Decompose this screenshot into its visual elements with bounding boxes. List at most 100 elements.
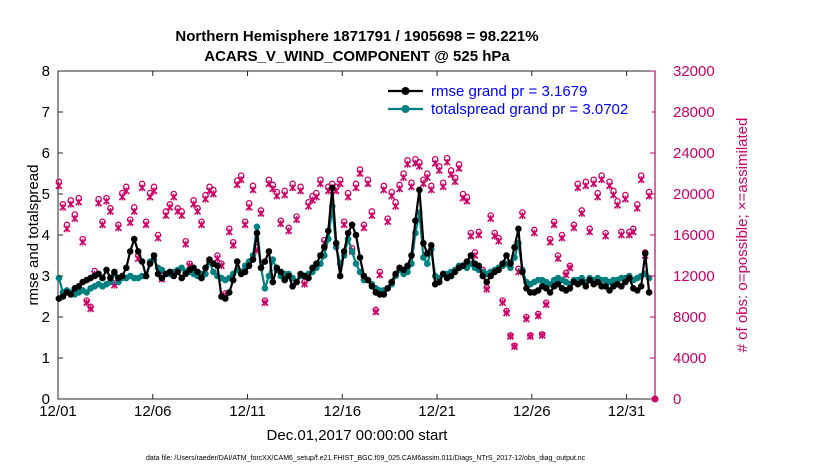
rmse-point [534,287,542,294]
rmse-point [416,186,423,194]
rmse-point [511,244,518,251]
assimilated-obs-point [241,221,249,229]
rmse-point [412,217,419,224]
legend-spread-marker [401,105,410,113]
assimilated-obs-point [594,193,602,201]
assimilated-obs-point [637,176,645,184]
rmse-point [134,248,142,255]
rmse-point [447,272,455,280]
assimilated-obs-point [392,202,400,210]
rmse-point [257,264,265,272]
assimilated-obs-point [574,184,582,192]
assimilated-obs-point [122,187,130,195]
assimilated-obs-point [166,203,174,211]
rmse-point [499,260,506,268]
rmse-point [352,231,360,239]
assimilated-obs-point [79,238,87,246]
assimilated-obs-point [538,331,546,340]
rmse-point [519,268,526,276]
assimilated-obs-point [399,174,408,182]
rmse-point [111,268,118,276]
y-right-tick-label: 20000 [673,186,715,203]
assimilated-obs-point [102,197,111,205]
assimilated-obs-point [578,209,586,218]
assimilated-obs-point [273,192,281,200]
assimilated-obs-point [582,182,590,190]
rmse-point [542,285,550,292]
axes-layer: 12/01 12/06 12/11 12/16 12/21 12/26 12/31 0 1 2 3 4… [39,63,714,420]
assimilated-obs-point [443,158,451,166]
assimilated-obs-point [344,193,352,201]
assimilated-obs-point [261,299,269,307]
assimilated-obs-point [534,312,542,320]
assimilated-obs-point [491,232,499,240]
assimilated-obs-point [94,199,103,207]
rmse-point [325,227,332,235]
chart-title-line-1: Northern Hemisphere 1871791 / 1905698 = … [175,28,538,45]
assimilated-obs-point [570,224,578,232]
assimilated-obs-point [182,240,190,248]
rmse-point [103,266,110,274]
rmse-point [336,272,344,280]
rmse-point [293,278,300,286]
assimilated-obs-point [59,203,67,211]
assimilated-obs-point [340,221,348,229]
assimilated-obs-point [233,181,241,189]
totalspread-point [178,264,185,272]
rmse-point [408,252,415,259]
rmse-point [467,252,475,259]
assimilated-obs-point [566,264,574,272]
assimilated-obs-point [396,185,404,193]
rmse-point [634,287,641,294]
assimilated-obs-point [467,232,475,240]
assimilated-obs-point [617,231,625,239]
rmse-point [637,283,645,290]
rmse-point [182,270,189,278]
rmse-point [194,268,201,276]
assimilated-obs-point [590,180,598,188]
assimilated-obs-point [609,191,618,199]
rmse-point [123,264,130,272]
rmse-point [364,276,372,284]
rmse-point [487,272,495,280]
rmse-point [309,264,316,272]
rmse-point [158,274,166,282]
rmse-point [245,262,253,270]
rmse-point [99,274,106,282]
assimilated-obs-point [542,301,550,309]
rmse-point [305,274,312,282]
assimilated-obs-point [150,187,158,195]
rmse-point [348,221,356,229]
x-tick-label: 12/21 [418,403,456,420]
assimilated-obs-point [300,280,309,288]
assimilated-obs-point [285,227,293,235]
rmse-point [479,272,487,280]
rmse-point [138,258,146,265]
rmse-point [281,276,289,284]
assimilated-obs-point [621,195,629,203]
rmse-point [317,252,324,259]
assimilated-obs-point [138,184,146,192]
rmse-point [178,274,185,282]
assimilated-obs-point [403,160,412,168]
rmse-point [241,268,249,276]
assimilated-obs-point [598,176,606,184]
rmse-point [59,293,67,300]
assimilated-obs-point [463,197,471,205]
rmse-point [273,264,281,272]
assimilated-obs-point [114,224,122,232]
assimilated-obs-point [613,201,622,209]
rmse-point [166,268,174,276]
rmse-point [249,256,257,263]
assimilated-obs-point [154,234,162,242]
assimilated-obs-point [316,180,324,188]
assimilated-obs-point [407,183,416,191]
assimilated-obs-point [502,309,511,317]
assimilated-obs-point [510,343,519,351]
rmse-point [439,270,447,278]
rmse-point [126,248,134,255]
y-right-tick-label: 28000 [673,104,715,121]
rmse-point [404,262,411,270]
assimilated-obs-point [55,182,63,190]
